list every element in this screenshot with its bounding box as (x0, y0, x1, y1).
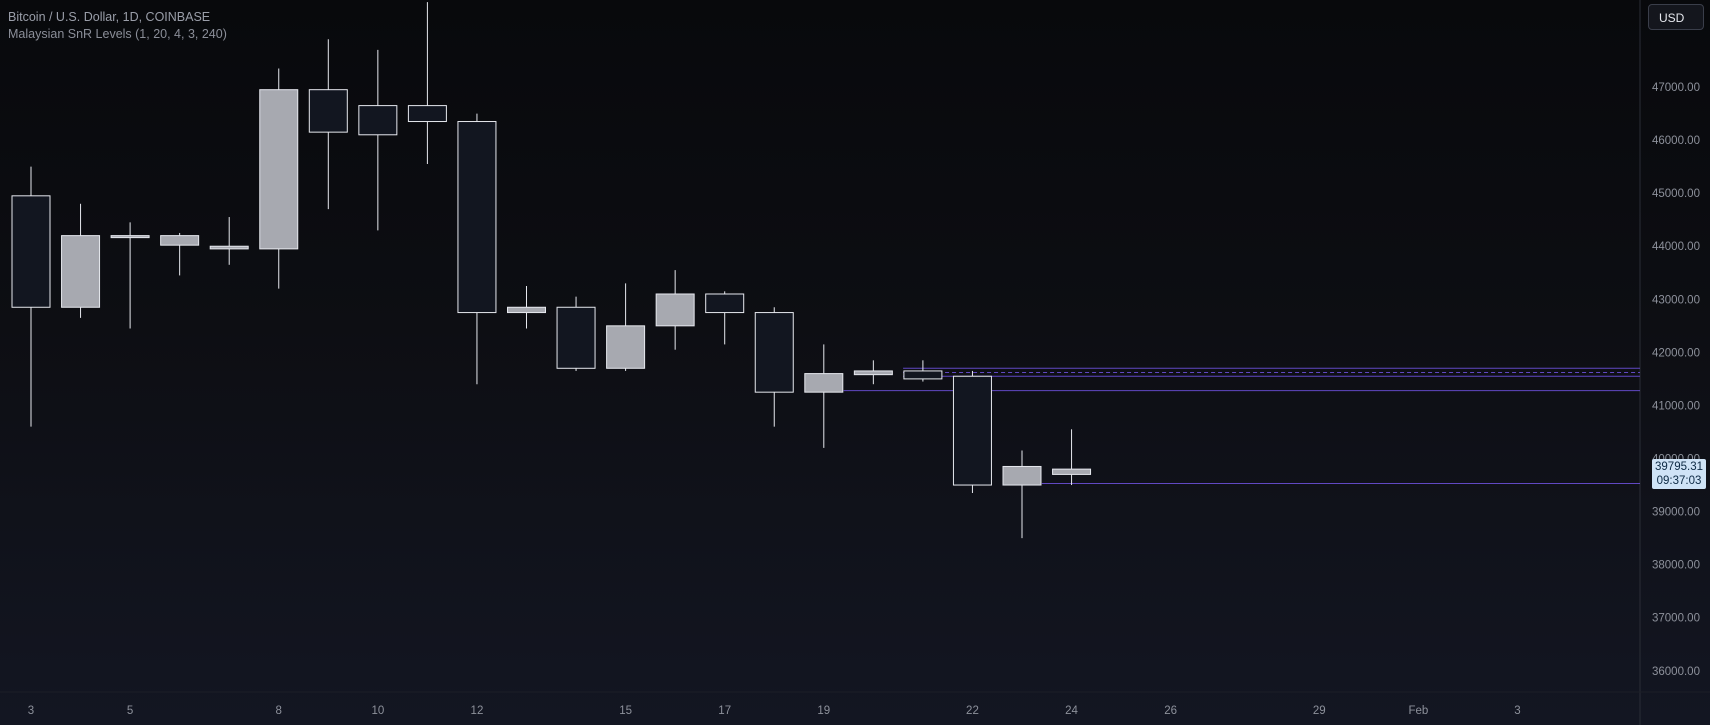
candle-body (655, 293, 695, 327)
y-tick-label: 45000.00 (1652, 188, 1700, 200)
y-tick-label: 46000.00 (1652, 135, 1700, 147)
y-tick-label: 43000.00 (1652, 294, 1700, 306)
last-price-value: 39795.31 (1655, 461, 1703, 474)
y-tick-label: 41000.00 (1652, 400, 1700, 412)
x-tick-label: 19 (817, 705, 830, 717)
candle-body (110, 235, 150, 239)
candle-body (11, 195, 51, 308)
candle-body (556, 306, 596, 369)
x-tick-label: 8 (276, 705, 282, 717)
y-tick-label: 39000.00 (1652, 507, 1700, 519)
candle-body (606, 325, 646, 369)
symbol-title[interactable]: Bitcoin / U.S. Dollar, 1D, COINBASE (8, 10, 211, 24)
x-tick-label: 24 (1065, 705, 1078, 717)
candle-body (804, 373, 844, 393)
x-tick-label: 15 (619, 705, 632, 717)
x-tick-label: 26 (1164, 705, 1177, 717)
x-tick-label: 3 (28, 705, 34, 717)
x-tick-label: 29 (1313, 705, 1326, 717)
candle-body (705, 293, 745, 314)
y-tick-label: 47000.00 (1652, 82, 1700, 94)
chart-legend: Bitcoin / U.S. Dollar, 1D, COINBASE Mala… (8, 9, 227, 43)
indicator-label[interactable]: Malaysian SnR Levels (1, 20, 4, 3, 240) (8, 27, 227, 41)
candle-body (1052, 468, 1092, 475)
last-price-tag: 39795.31 09:37:03 (1652, 459, 1706, 490)
candle-body (160, 235, 200, 246)
x-tick-label: 5 (127, 705, 133, 717)
x-tick-label: Feb (1408, 705, 1428, 717)
y-tick-label: 37000.00 (1652, 613, 1700, 625)
candle-body (358, 105, 398, 136)
candle-body (209, 245, 249, 250)
y-tick-label: 42000.00 (1652, 347, 1700, 359)
candle-body (853, 370, 893, 376)
currency-button[interactable]: USD (1648, 4, 1704, 30)
candle-body (407, 105, 447, 123)
candle-body (1002, 465, 1042, 486)
y-tick-label: 44000.00 (1652, 241, 1700, 253)
y-tick-label: 38000.00 (1652, 560, 1700, 572)
candle-body (754, 312, 794, 393)
x-tick-label: 3 (1514, 705, 1520, 717)
candle-body (903, 370, 943, 380)
x-tick-label: 10 (371, 705, 384, 717)
candle-body (952, 375, 992, 486)
candle-body (507, 306, 546, 314)
x-tick-label: 22 (966, 705, 979, 717)
x-tick-label: 12 (471, 705, 484, 717)
y-tick-label: 36000.00 (1652, 666, 1700, 678)
candle-body (308, 89, 348, 133)
x-tick-label: 17 (718, 705, 731, 717)
candle-body (61, 235, 101, 308)
candle-body (259, 89, 299, 250)
candle-body (457, 121, 497, 314)
bar-countdown: 09:37:03 (1656, 475, 1702, 488)
